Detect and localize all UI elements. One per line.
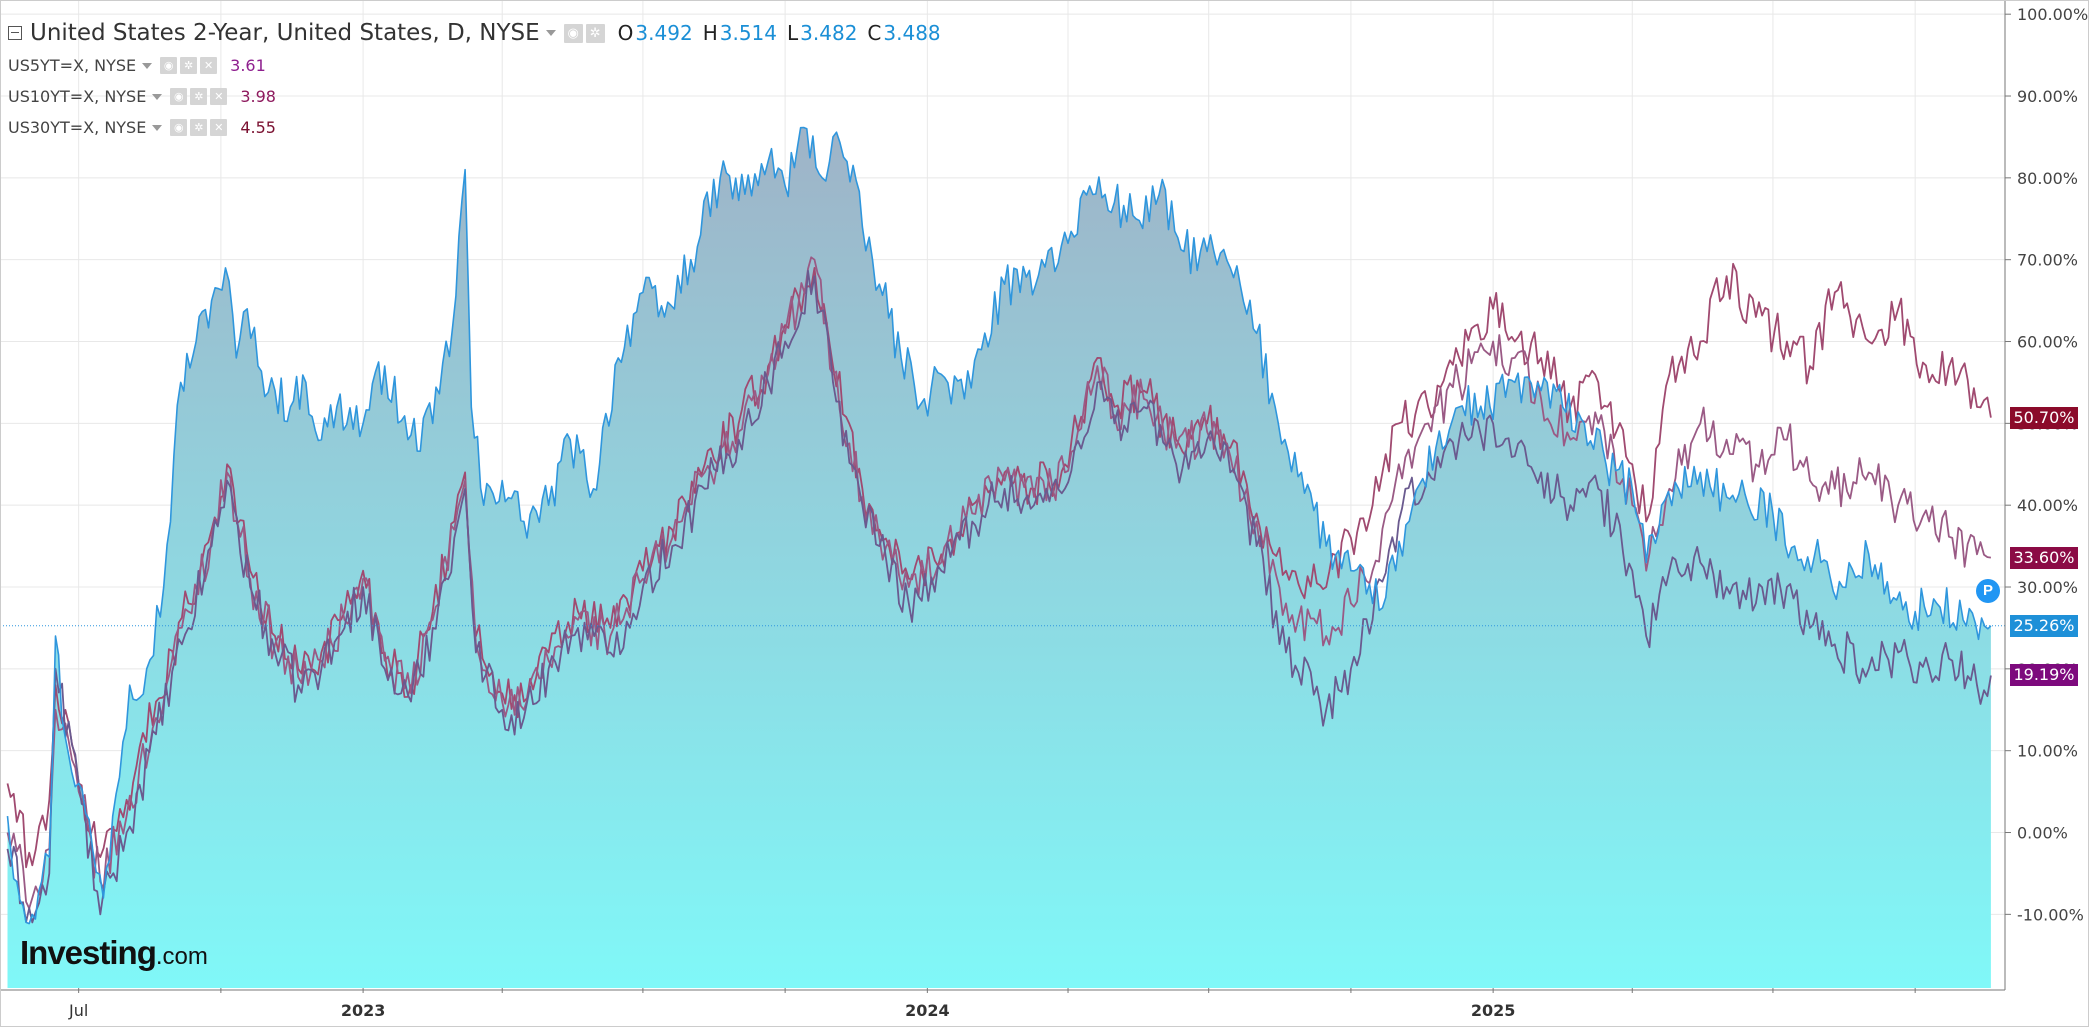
series-line-us10yt-x (6, 256, 1992, 910)
y-tick-label: 10.00% (2017, 742, 2078, 761)
gear-icon[interactable]: ✲ (190, 88, 208, 105)
y-tick-label: 100.00% (2017, 5, 2088, 24)
ohlc-label: H (702, 21, 718, 45)
ohlc-value: 3.492 (635, 21, 693, 45)
legend-symbol: US5YT=X, NYSE (8, 56, 160, 75)
x-tick-label: 2025 (1471, 1001, 1516, 1020)
legend-symbol-text: US5YT=X, NYSE (8, 56, 137, 75)
x-tick-label: 2023 (341, 1001, 386, 1020)
legend-symbol-text: US10YT=X, NYSE (8, 87, 147, 106)
ohlc-label: O (617, 21, 634, 45)
ohlc-values: O 3.492 H 3.514 L 3.482 C 3.488 (608, 21, 941, 45)
ohlc-value: 3.482 (800, 21, 858, 45)
ohlc-label: L (787, 21, 799, 45)
chevron-down-icon[interactable] (142, 62, 153, 69)
y-tick-label: 30.00% (2017, 578, 2078, 597)
legend-main-row: United States 2-Year, United States, D, … (8, 16, 941, 50)
price-badge: 50.70% (2010, 406, 2078, 429)
series-line-us30yt-x (6, 262, 1992, 869)
ohlc-value: 3.488 (883, 21, 941, 45)
eye-icon[interactable]: ◉ (563, 23, 583, 43)
y-tick-label: 70.00% (2017, 251, 2078, 270)
ohlc-value: 3.514 (719, 21, 777, 45)
y-tick-label: 80.00% (2017, 169, 2078, 188)
gear-icon[interactable]: ✲ (585, 23, 605, 43)
legend: United States 2-Year, United States, D, … (8, 16, 941, 143)
legend-item[interactable]: US10YT=X, NYSE ◉ ✲ ✕ 3.98 (8, 81, 941, 112)
gear-icon[interactable]: ✲ (180, 57, 198, 74)
legend-value: 3.98 (240, 87, 276, 106)
y-tick-label: 40.00% (2017, 496, 2078, 515)
chevron-down-icon[interactable] (152, 124, 163, 131)
legend-symbol-text: US30YT=X, NYSE (8, 118, 147, 137)
price-badge: 33.60% (2010, 546, 2078, 569)
chart-title: United States 2-Year, United States, D, … (30, 20, 540, 46)
y-tick-label: 90.00% (2017, 87, 2078, 106)
close-icon[interactable]: ✕ (210, 88, 228, 105)
ohlc-label: C (867, 21, 882, 45)
close-icon[interactable]: ✕ (210, 119, 228, 136)
legend-value: 4.55 (240, 118, 276, 137)
x-tick-label: Jul (68, 1001, 88, 1020)
legend-symbol: US30YT=X, NYSE (8, 118, 170, 137)
legend-value: 3.61 (230, 56, 266, 75)
close-icon[interactable]: ✕ (200, 57, 218, 74)
y-tick-label: -10.00% (2017, 905, 2084, 924)
line-layer (0, 126, 2005, 925)
legend-item[interactable]: US30YT=X, NYSE ◉ ✲ ✕ 4.55 (8, 112, 941, 143)
series-line-us5yt-x (6, 269, 1992, 924)
y-tick-label: 0.00% (2017, 824, 2068, 843)
logo-text: Investing (20, 934, 157, 971)
logo-suffix: .com (155, 943, 208, 970)
legend-symbol: US10YT=X, NYSE (8, 87, 170, 106)
y-tick-label: 60.00% (2017, 333, 2078, 352)
collapse-icon[interactable] (8, 26, 22, 40)
legend-item[interactable]: US5YT=X, NYSE ◉ ✲ ✕ 3.61 (8, 50, 941, 81)
area-series-2y (7, 127, 1991, 988)
price-badge: 19.19% (2010, 664, 2078, 687)
gear-icon[interactable]: ✲ (190, 119, 208, 136)
investing-logo: Investing.com (20, 934, 208, 972)
chevron-down-icon[interactable] (545, 30, 556, 36)
eye-icon[interactable]: ◉ (160, 57, 178, 74)
eye-icon[interactable]: ◉ (170, 88, 188, 105)
price-line-marker[interactable]: P (1976, 579, 2000, 603)
series-line-united-states-2-year (6, 126, 1992, 925)
eye-icon[interactable]: ◉ (170, 119, 188, 136)
area-layer (7, 127, 1991, 988)
legend-series-list: US5YT=X, NYSE ◉ ✲ ✕ 3.61 US10YT=X, NYSE ◉ ✲ ✕ 3.9… (8, 50, 941, 143)
price-badge: 25.26% (2010, 614, 2078, 637)
x-tick-label: 2024 (905, 1001, 950, 1020)
chevron-down-icon[interactable] (152, 93, 163, 100)
